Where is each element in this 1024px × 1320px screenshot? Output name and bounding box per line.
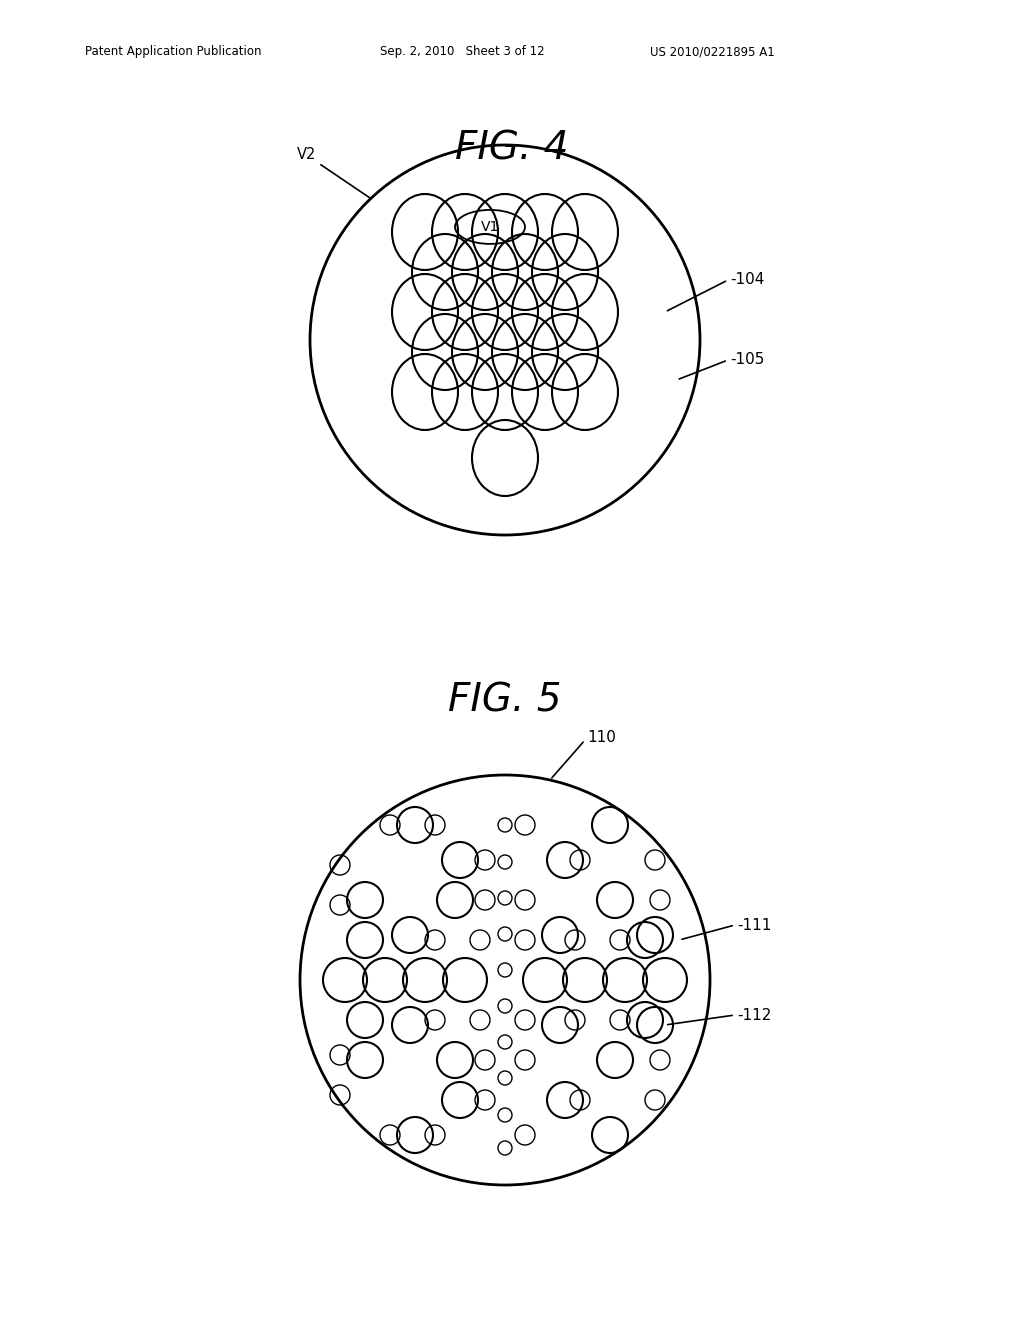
Text: FIG. 4: FIG. 4: [456, 129, 568, 168]
Text: FIG. 5: FIG. 5: [449, 681, 562, 719]
Text: Sep. 2, 2010   Sheet 3 of 12: Sep. 2, 2010 Sheet 3 of 12: [380, 45, 545, 58]
Text: 110: 110: [587, 730, 615, 744]
Text: -112: -112: [737, 1007, 771, 1023]
Text: US 2010/0221895 A1: US 2010/0221895 A1: [650, 45, 775, 58]
Text: -104: -104: [730, 272, 764, 288]
Text: V2: V2: [296, 148, 370, 198]
Text: -111: -111: [737, 917, 771, 932]
Text: V1: V1: [481, 220, 499, 234]
Text: Patent Application Publication: Patent Application Publication: [85, 45, 261, 58]
Text: -105: -105: [730, 352, 764, 367]
